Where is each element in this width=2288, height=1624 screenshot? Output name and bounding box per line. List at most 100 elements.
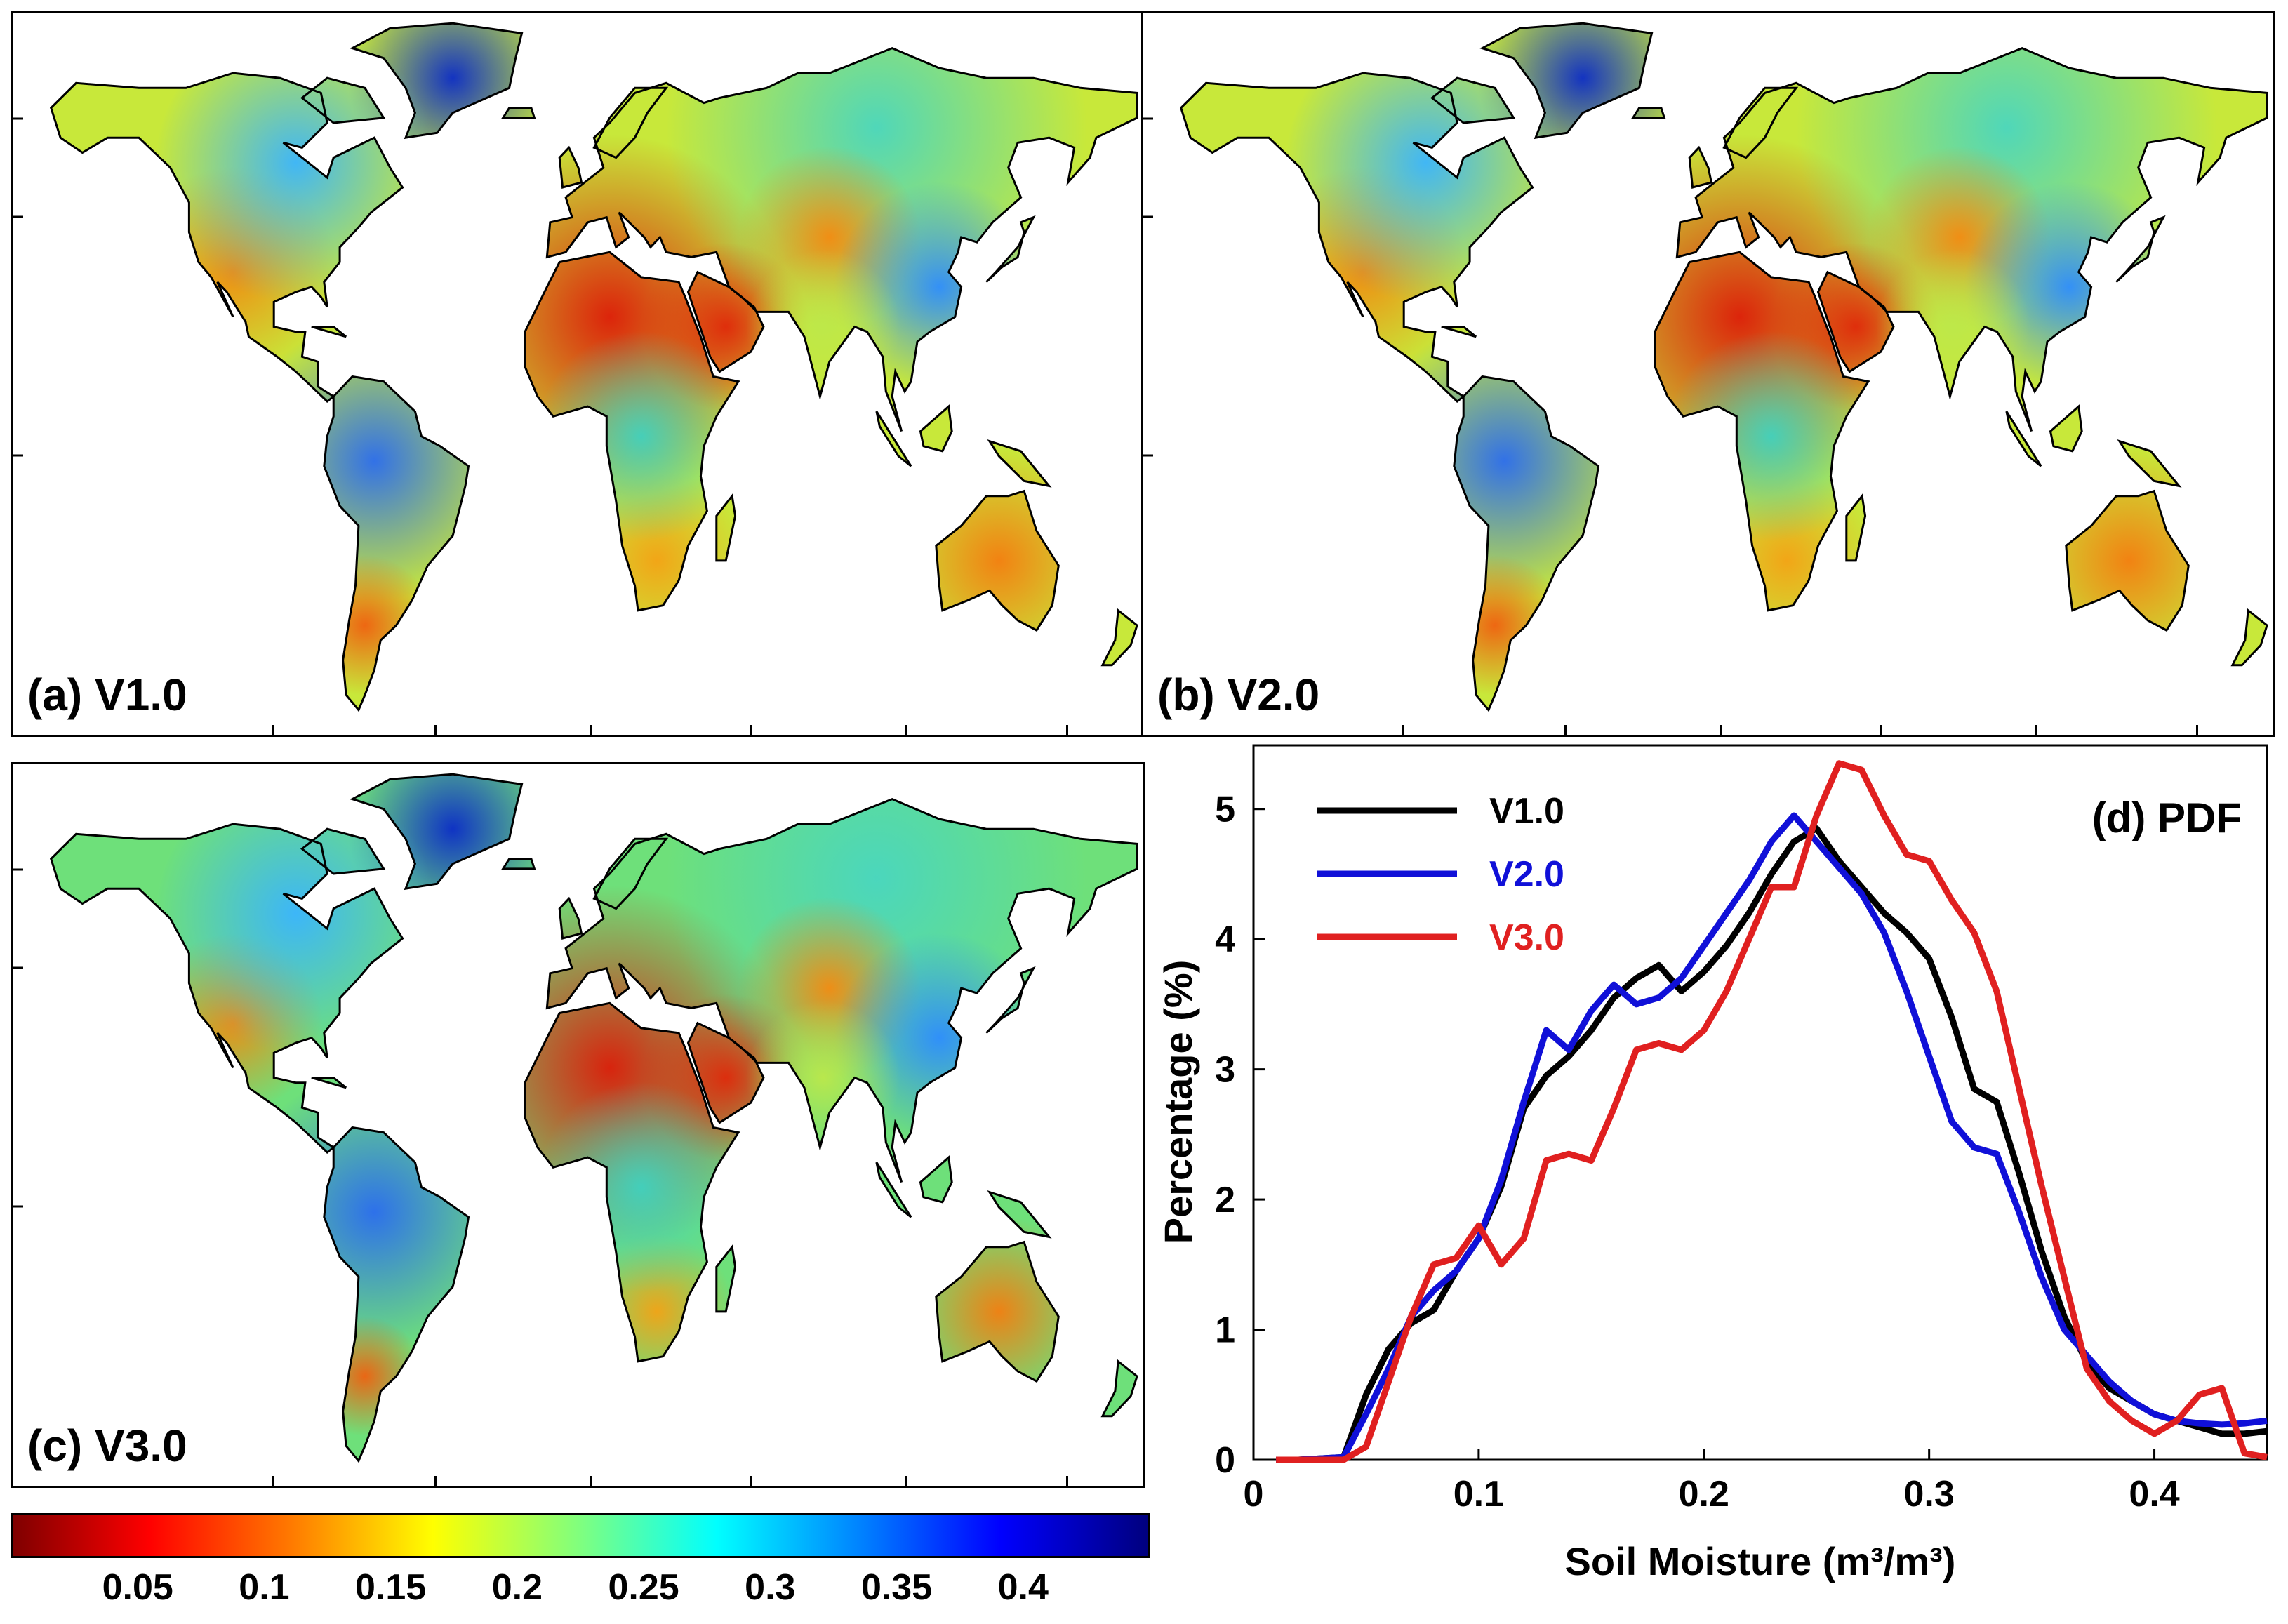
coastline-africa [524, 251, 740, 612]
coastline-cuba [1441, 326, 1477, 338]
coastline-australia [935, 489, 1060, 632]
coastline-iceland [500, 858, 536, 870]
x-tick-label: 0.3 [1904, 1474, 1955, 1515]
coastline-arabia [686, 270, 765, 373]
coastline-newzealand [1100, 1359, 1138, 1418]
coastline-eurasia [1675, 46, 2268, 432]
panel-label-a: (a) V1.0 [27, 670, 187, 720]
coastline-indonesia2 [919, 404, 953, 453]
y-tick-label: 1 [1215, 1310, 1235, 1351]
y-tick-label: 2 [1215, 1180, 1235, 1220]
coastline-britain [558, 145, 583, 189]
legend-label: V2.0 [1489, 854, 1564, 895]
coastline-baffin [1430, 76, 1516, 124]
colorbar-tick-label: 0.25 [608, 1567, 679, 1608]
coastline-greenland [1479, 22, 1654, 140]
colorbar-tick-label: 0.4 [997, 1567, 1049, 1608]
coastline-southAmerica [323, 1126, 470, 1463]
y-tick-label: 5 [1215, 790, 1235, 830]
soil-moisture-field [51, 23, 1138, 710]
coastline-southAmerica [1453, 375, 1600, 712]
coastline-madagascar [1845, 493, 1867, 562]
map-axis-tick [1402, 725, 1404, 735]
map-axis-tick [750, 1476, 752, 1486]
y-tick-label: 0 [1215, 1440, 1235, 1481]
y-axis-label: Percentage (%) [1156, 960, 1200, 1244]
world-map-v1 [13, 22, 1138, 712]
coastline-newzealand [2230, 608, 2268, 667]
legend-label: V1.0 [1489, 791, 1564, 832]
map-axis-tick [2196, 725, 2198, 735]
series-line-V2-0 [1276, 812, 2268, 1463]
coastline-iceland [500, 107, 536, 119]
coastline-indonesia2 [919, 1155, 953, 1204]
coastline-northAmerica [49, 823, 404, 1154]
legend-label: V3.0 [1489, 917, 1564, 958]
series-line-V1-0 [1276, 825, 2268, 1463]
map-panel-v3: (c) V3.0 [11, 762, 1145, 1488]
coastline-africa [1654, 251, 1870, 612]
coastline-madagascar [715, 1244, 737, 1313]
x-tick-label: 0.4 [2129, 1474, 2179, 1515]
map-axis-tick [434, 725, 437, 735]
map-axis-tick [750, 725, 752, 735]
coastline-arabia [1816, 270, 1895, 373]
colorbar-tick-label: 0.15 [355, 1567, 427, 1608]
coastline-indonesia1 [875, 411, 912, 467]
series-line-V3-0 [1276, 760, 2268, 1463]
map-axis-tick [905, 1476, 907, 1486]
coastline-scandinavia [592, 837, 669, 910]
y-tick-label: 3 [1215, 1050, 1235, 1091]
map-panel-v1: (a) V1.0 [11, 11, 1145, 737]
colorbar [11, 1513, 1150, 1558]
coastline-baffin [300, 76, 386, 124]
coastline-greenland [350, 773, 524, 891]
coastline-japan [985, 215, 1036, 283]
coastline-eurasia [545, 797, 1138, 1183]
map-axis-tick [1564, 725, 1567, 735]
map-axis-tick [1720, 725, 1722, 735]
coastline-cuba [311, 326, 347, 338]
soil-moisture-field [51, 774, 1138, 1461]
x-tick-label: 0 [1244, 1474, 1264, 1515]
map-axis-tick [905, 725, 907, 735]
map-axis-tick [2035, 725, 2037, 735]
map-axis-tick [434, 1476, 437, 1486]
coastline-northAmerica [1179, 72, 1534, 403]
x-axis-label: Soil Moisture (m³/m³) [1565, 1539, 1956, 1583]
colorbar-tick-label: 0.3 [745, 1567, 796, 1608]
coastline-iceland [1630, 107, 1666, 119]
coastline-greenland [350, 22, 524, 140]
map-axis-tick [590, 725, 592, 735]
coastline-cuba [311, 1077, 347, 1089]
map-axis-tick [1066, 1476, 1068, 1486]
map-axis-tick [590, 1476, 592, 1486]
soil-moisture-field [1180, 23, 2268, 710]
coastline-newguinea [987, 439, 1052, 488]
coastline-baffin [300, 827, 386, 875]
panel-label-c: (c) V3.0 [27, 1420, 187, 1471]
coastline-britain [558, 896, 583, 940]
coastline-africa [524, 1001, 740, 1363]
coastline-northAmerica [49, 72, 404, 403]
world-map-v3 [13, 773, 1138, 1463]
map-axis-tick [272, 725, 274, 735]
chart-title: (d) PDF [2092, 794, 2242, 841]
coastline-indonesia2 [2049, 404, 2083, 453]
pdf-chart: 0 0.1 0.2 0.3 0.4 0 1 2 3 4 5 Soil Moisture (m³/m³)… [1156, 744, 2268, 1583]
coastline-newzealand [1100, 608, 1138, 667]
coastline-japan [2115, 215, 2166, 283]
coastline-scandinavia [1722, 86, 1799, 159]
coastline-newguinea [987, 1190, 1052, 1239]
coastline-madagascar [715, 493, 737, 562]
panel-label-b: (b) V2.0 [1157, 670, 1320, 720]
x-tick-label: 0.2 [1679, 1474, 1729, 1515]
coastline-britain [1688, 145, 1713, 189]
colorbar-tick-label: 0.05 [102, 1567, 173, 1608]
y-tick-label: 4 [1215, 919, 1235, 960]
coastline-eurasia [545, 46, 1138, 432]
coastline-scandinavia [592, 86, 669, 159]
colorbar-tick-label: 0.35 [860, 1567, 933, 1608]
map-axis-tick [1880, 725, 1882, 735]
map-axis-tick [272, 1476, 274, 1486]
